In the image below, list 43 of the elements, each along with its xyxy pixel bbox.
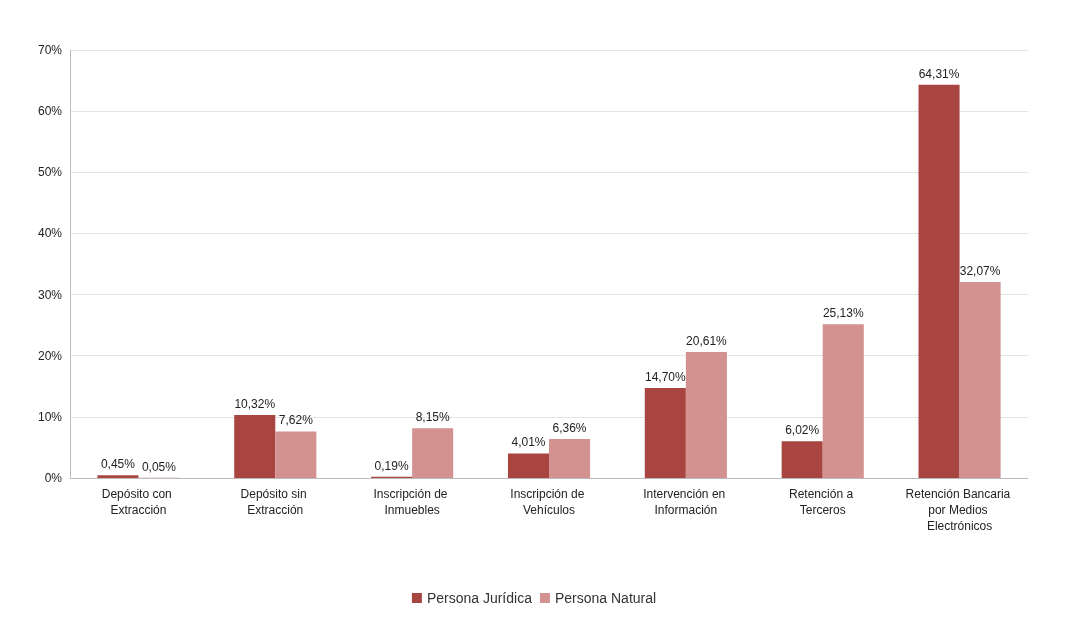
y-tick-label: 10% bbox=[37, 409, 63, 424]
bar bbox=[959, 281, 1001, 478]
data-label: 8,15% bbox=[415, 410, 451, 425]
legend-label: Persona Jurídica bbox=[426, 590, 533, 606]
data-label: 0,19% bbox=[374, 458, 409, 473]
x-tick-label: Retención a Terceros bbox=[789, 487, 857, 517]
data-label: 4,01% bbox=[511, 435, 546, 450]
y-tick-label: 0% bbox=[44, 471, 63, 485]
bar bbox=[822, 324, 864, 478]
y-tick-label: 50% bbox=[37, 165, 63, 180]
x-tick-label: Inscripción de Vehículos bbox=[510, 487, 588, 517]
x-tick-label: Intervención en Información bbox=[643, 487, 729, 517]
bar bbox=[234, 414, 276, 478]
data-label: 64,31% bbox=[918, 66, 960, 81]
y-tick-label: 40% bbox=[37, 226, 63, 241]
data-label: 32,07% bbox=[959, 263, 1001, 278]
data-label: 0,05% bbox=[141, 459, 177, 474]
bar bbox=[507, 453, 549, 478]
bar bbox=[549, 439, 591, 478]
bar bbox=[275, 431, 317, 478]
bar bbox=[412, 428, 454, 478]
y-tick-label: 60% bbox=[37, 104, 63, 119]
data-label: 6,02% bbox=[785, 423, 820, 438]
data-label: 7,62% bbox=[278, 413, 314, 428]
data-label: 10,32% bbox=[234, 396, 276, 411]
bar bbox=[685, 351, 727, 478]
y-tick-label: 30% bbox=[37, 287, 63, 302]
bar bbox=[918, 84, 960, 478]
x-tick-label: Retención Bancaria por Medios Electrónicos bbox=[905, 487, 1014, 533]
x-tick-label: Depósito con Extracción bbox=[101, 487, 176, 517]
data-label: 20,61% bbox=[686, 333, 728, 348]
y-tick-label: 70% bbox=[37, 43, 63, 57]
bar bbox=[97, 475, 139, 478]
legend-label: Persona Natural bbox=[554, 590, 657, 606]
y-tick-label: 20% bbox=[37, 348, 63, 363]
data-label: 14,70% bbox=[644, 370, 687, 385]
data-label: 0,45% bbox=[100, 457, 136, 472]
x-tick-label: Depósito sin Extracción bbox=[240, 487, 310, 517]
data-label: 6,36% bbox=[552, 421, 587, 436]
bar bbox=[644, 388, 686, 478]
bar bbox=[781, 441, 823, 478]
data-label: 25,13% bbox=[822, 306, 864, 321]
x-tick-label: Inscripción de Inmuebles bbox=[373, 487, 451, 517]
